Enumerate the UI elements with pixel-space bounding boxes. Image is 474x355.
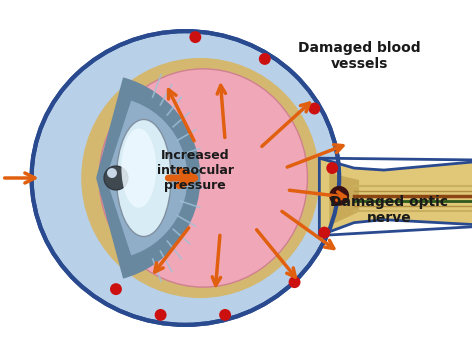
Circle shape	[329, 186, 349, 206]
Circle shape	[219, 309, 231, 321]
Polygon shape	[319, 158, 474, 235]
Ellipse shape	[32, 31, 339, 325]
Circle shape	[309, 103, 320, 115]
Polygon shape	[329, 173, 359, 226]
Circle shape	[155, 309, 166, 321]
Text: Damaged optic
nerve: Damaged optic nerve	[330, 195, 448, 225]
Circle shape	[319, 226, 330, 239]
Circle shape	[190, 31, 201, 43]
Ellipse shape	[99, 69, 308, 287]
Ellipse shape	[81, 58, 319, 298]
Circle shape	[326, 162, 338, 174]
Circle shape	[289, 276, 301, 288]
Circle shape	[104, 166, 128, 190]
Text: Damaged blood
vessels: Damaged blood vessels	[298, 41, 420, 71]
Text: Increased
intraocular
pressure: Increased intraocular pressure	[157, 148, 234, 192]
Circle shape	[259, 53, 271, 65]
Circle shape	[107, 168, 117, 178]
Wedge shape	[96, 77, 201, 279]
Wedge shape	[106, 100, 187, 255]
Ellipse shape	[117, 120, 171, 236]
Circle shape	[110, 283, 122, 295]
Ellipse shape	[121, 129, 156, 208]
